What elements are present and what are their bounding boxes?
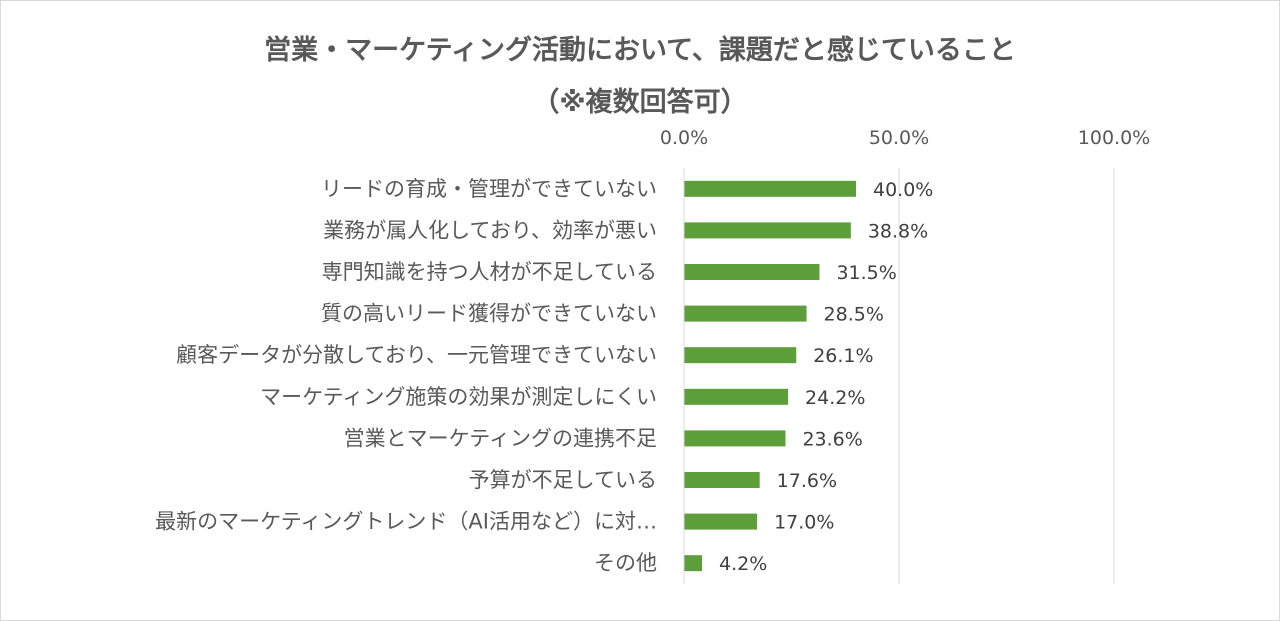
category-label: 最新のマーケティングトレンド（AI活用など）に対…	[155, 510, 657, 534]
bar	[684, 180, 856, 197]
bar	[684, 305, 807, 322]
chart-subtitle: （※複数回答可）	[532, 87, 748, 118]
bar	[684, 555, 703, 572]
data-label: 17.6%	[777, 470, 837, 492]
category-label: その他	[594, 551, 657, 575]
x-tick-label: 50.0%	[869, 127, 929, 149]
bar	[684, 513, 758, 530]
x-tick-label: 0.0%	[660, 127, 708, 149]
data-label: 40.0%	[873, 179, 933, 201]
data-label: 26.1%	[813, 345, 873, 367]
category-label: マーケティング施策の効果が測定しにくい	[260, 385, 657, 409]
category-label: リードの育成・管理ができていない	[321, 177, 657, 201]
category-label: 質の高いリード獲得ができていない	[321, 302, 657, 326]
data-label: 31.5%	[836, 262, 896, 284]
data-label: 17.0%	[774, 512, 834, 534]
x-tick-label: 100.0%	[1078, 127, 1150, 149]
bar	[684, 264, 820, 280]
chart-title: 営業・マーケティング活動において、課題だと感じていること	[264, 35, 1016, 66]
bar	[684, 347, 797, 364]
category-label: 予算が不足している	[469, 468, 657, 492]
bar	[684, 472, 760, 488]
category-label: 顧客データが分散しており、一元管理できていない	[176, 343, 657, 367]
category-label: 専門知識を持つ人材が不足している	[322, 260, 657, 284]
category-label: 営業とマーケティングの連携不足	[344, 426, 657, 450]
data-label: 38.8%	[868, 220, 928, 242]
data-label: 4.2%	[719, 553, 767, 575]
bar	[684, 222, 851, 239]
data-label: 28.5%	[824, 304, 884, 326]
data-label: 24.2%	[805, 387, 865, 409]
category-label: 業務が属人化しており、効率が悪い	[323, 218, 657, 242]
bar	[684, 430, 786, 447]
bar	[684, 388, 789, 405]
data-label: 23.6%	[802, 428, 862, 450]
